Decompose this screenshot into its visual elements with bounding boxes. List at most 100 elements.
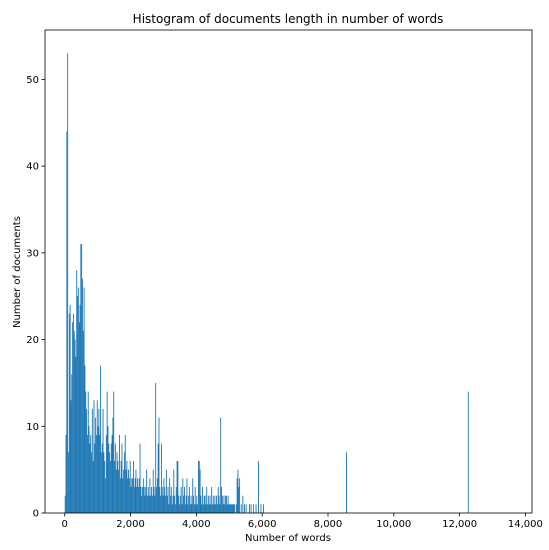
histogram-bar — [165, 469, 167, 513]
histogram-bar — [155, 382, 157, 513]
histogram-bar — [260, 504, 262, 513]
histogram-bar — [170, 486, 172, 513]
histogram-bar — [108, 443, 110, 513]
histogram-bar — [83, 287, 85, 513]
x-tick-label: 12,000 — [442, 519, 477, 530]
histogram-bar — [162, 495, 164, 513]
histogram-bar — [118, 469, 120, 513]
histogram-bar — [193, 504, 195, 513]
histogram-bar — [158, 417, 160, 513]
histogram-bar — [164, 486, 166, 513]
histogram-bar — [103, 452, 105, 513]
histogram-bar — [190, 495, 192, 513]
histogram-bar — [216, 504, 218, 513]
histogram-bar — [72, 313, 74, 513]
histogram-bar — [171, 504, 173, 513]
histogram-bar — [104, 460, 106, 513]
y-tick-label: 20 — [26, 335, 39, 346]
histogram-bar — [128, 478, 130, 513]
histogram-bar — [127, 478, 129, 513]
histogram-bar — [180, 486, 182, 513]
histogram-bar — [236, 478, 238, 513]
histogram-bar — [219, 504, 221, 513]
histogram-bar — [226, 504, 228, 513]
histogram-bar — [153, 486, 155, 513]
histogram-bar — [238, 486, 240, 513]
histogram-bar — [250, 504, 252, 513]
histogram-bar — [212, 495, 214, 513]
histogram-bar — [146, 469, 148, 513]
histogram-bar — [122, 478, 124, 513]
histogram-bar — [174, 504, 176, 513]
histogram-bar — [160, 495, 162, 513]
histogram-bar — [196, 495, 198, 513]
histogram-bar — [205, 504, 207, 513]
histogram-bar — [242, 495, 244, 513]
histogram-bar — [202, 504, 204, 513]
histogram-bar — [115, 469, 117, 513]
y-tick-label: 30 — [26, 248, 39, 259]
histogram-bar — [133, 486, 135, 513]
histogram-bar — [194, 486, 196, 513]
histogram-bar — [161, 486, 163, 513]
histogram-bar — [70, 400, 72, 513]
histogram-bar — [232, 504, 234, 513]
histogram-bar — [206, 486, 208, 513]
y-tick-label: 40 — [26, 162, 39, 173]
histogram-bar — [207, 495, 209, 513]
histogram-bar — [207, 504, 208, 513]
histogram-bar — [245, 504, 247, 513]
histogram-bar — [114, 460, 115, 513]
histogram-bar — [178, 495, 180, 513]
histogram-bar — [99, 434, 101, 513]
histogram-bar — [193, 495, 194, 513]
histogram-bar — [228, 504, 230, 513]
x-axis-ticks: 0 2,000 4,000 6,000 8,000 10,000 12,000 14,000 — [62, 513, 543, 530]
histogram-bar — [220, 417, 222, 513]
histogram-bar — [346, 452, 347, 513]
histogram-bar — [106, 391, 108, 513]
histogram-bar — [184, 486, 185, 513]
histogram-bar — [133, 460, 134, 513]
histogram-bar — [233, 504, 235, 513]
histogram-bar — [74, 339, 76, 513]
y-axis-label: Number of documents — [12, 216, 23, 328]
histogram-bar — [65, 434, 67, 513]
histogram-bar — [227, 495, 229, 513]
histogram-bar — [97, 426, 99, 513]
x-tick-label: 0 — [62, 519, 68, 530]
x-tick-label: 14,000 — [508, 519, 543, 530]
histogram-bar — [71, 374, 73, 513]
histogram-bar — [101, 443, 103, 513]
histogram-bar — [244, 504, 245, 513]
histogram-bar — [124, 434, 126, 513]
histogram-bar — [198, 460, 199, 513]
histogram-bar — [126, 460, 128, 513]
histogram-bar — [240, 504, 242, 513]
histogram-bar — [144, 495, 146, 513]
histogram-bar — [112, 417, 114, 513]
histogram-bar — [131, 478, 133, 513]
histogram-bar — [258, 460, 259, 513]
histogram-bar — [230, 504, 232, 513]
histogram-bar — [224, 504, 226, 513]
histogram-bar — [237, 469, 239, 513]
histogram-bar — [163, 478, 165, 513]
x-tick-label: 6,000 — [248, 519, 277, 530]
y-tick-label: 10 — [26, 422, 39, 433]
plot-frame — [44, 29, 533, 514]
histogram-bar — [111, 434, 113, 513]
histogram-bar — [177, 460, 179, 513]
histogram-bar — [78, 322, 80, 513]
histogram-bar — [73, 330, 75, 513]
histogram-bar — [77, 287, 79, 513]
histogram-bar — [76, 270, 78, 513]
histogram-bar — [222, 504, 224, 513]
histogram-bar — [263, 504, 264, 513]
histogram-bar — [69, 304, 71, 513]
histogram-bar — [110, 443, 112, 513]
histogram-bar — [157, 443, 159, 513]
histogram-bar — [179, 495, 181, 513]
histogram-bar — [223, 495, 225, 513]
x-tick-label: 4,000 — [182, 519, 211, 530]
